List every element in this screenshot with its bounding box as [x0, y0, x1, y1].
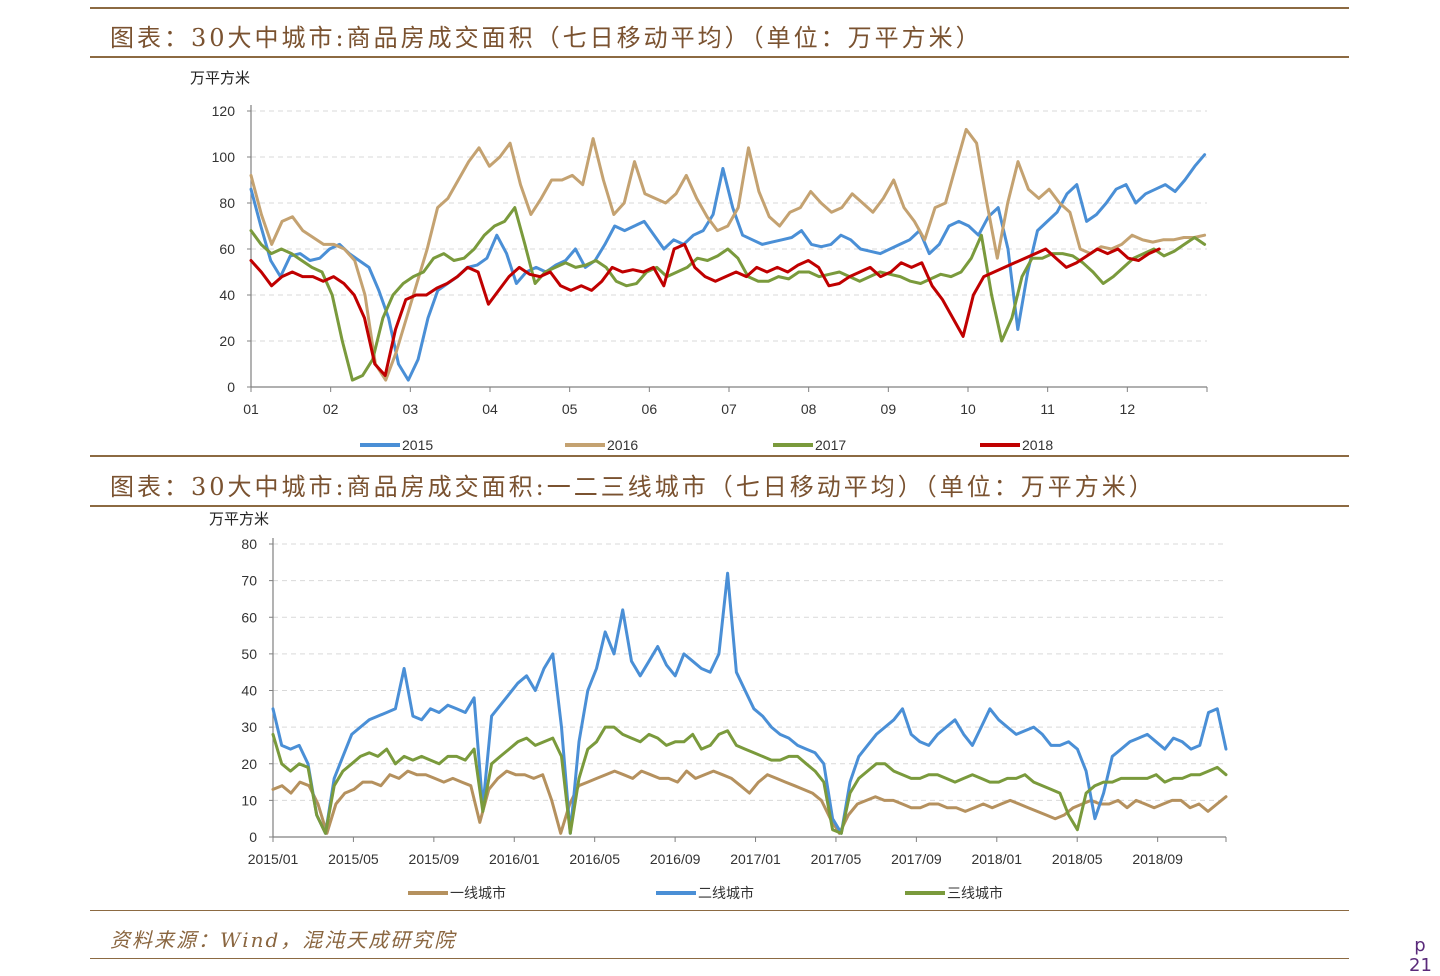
chart2-ytick-label: 50 [241, 646, 257, 662]
chart1-title-rule [90, 56, 1349, 58]
chart2-ytick-label: 30 [241, 719, 257, 735]
chart2-ytick-label: 80 [241, 536, 257, 552]
chart2-title-rule [90, 505, 1349, 507]
chart2-xtick-label: 2016/05 [569, 851, 620, 867]
source-note: 资料来源：Wind，混沌天成研究院 [110, 928, 457, 952]
bottom-rule [90, 958, 1349, 959]
chart1-xtick-label: 04 [482, 401, 498, 417]
chart1-xtick-label: 07 [721, 401, 737, 417]
chart2-xtick-label: 2018/05 [1052, 851, 1103, 867]
chart1-ytick-label: 20 [219, 333, 235, 349]
chart1-ytick-label: 0 [227, 379, 235, 395]
chart2-xtick-label: 2017/01 [730, 851, 781, 867]
chart2-series-line-3 [271, 725, 1228, 835]
chart1-series-line-3 [249, 206, 1207, 382]
chart2-ytick-label: 10 [241, 792, 257, 808]
chart1-legend-label-3: 2017 [815, 437, 846, 453]
chart1-xtick-label: 11 [1040, 401, 1055, 417]
middle-rule [90, 455, 1349, 457]
chart1-ylabel: 万平方米 [190, 69, 250, 87]
chart2-ytick-label: 40 [241, 683, 257, 699]
chart2-ylabel: 万平方米 [209, 510, 269, 528]
chart1-legend-label-2: 2016 [607, 437, 638, 453]
chart2-ytick-label: 0 [249, 829, 257, 845]
source-rule [90, 910, 1349, 911]
chart1-xtick-label: 05 [562, 401, 578, 417]
chart1-xtick-label: 12 [1120, 401, 1136, 417]
chart1-legend-label-4: 2018 [1022, 437, 1053, 453]
chart2-xtick-label: 2018/09 [1132, 851, 1183, 867]
chart1-xtick-label: 10 [960, 401, 976, 417]
page-number-top: p [1414, 935, 1426, 956]
chart2-ytick-label: 20 [241, 756, 257, 772]
chart2-xtick-label: 2017/09 [891, 851, 942, 867]
chart1-plot: 0 20 40 60 80 100 120 01 02 03 04 05 06 07 08 09 10 11 12 万… [190, 69, 1208, 453]
chart2-legend-label-3: 三线城市 [947, 885, 1003, 901]
chart1-xtick-label: 01 [243, 401, 259, 417]
chart2-plot: 0 10 20 30 40 50 60 70 80 2015/01 2015/05 2015/09 20… [209, 510, 1228, 901]
chart2-legend-label-1: 一线城市 [450, 885, 506, 901]
chart2-xtick-label: 2018/01 [971, 851, 1022, 867]
chart2-xtick-label: 2016/09 [650, 851, 701, 867]
chart1-series-line-2 [249, 127, 1207, 382]
chart1-ytick-label: 60 [219, 241, 235, 257]
chart2-xtick-label: 2015/05 [328, 851, 379, 867]
chart2-legend-label-2: 二线城市 [698, 885, 754, 901]
chart1-xtick-label: 03 [403, 401, 419, 417]
chart1-ytick-label: 40 [219, 287, 235, 303]
top-rule [90, 7, 1349, 9]
chart2-series-line-2 [271, 571, 1228, 835]
chart1-xtick-label: 08 [801, 401, 817, 417]
chart1-xtick-label: 02 [323, 401, 339, 417]
chart1-ytick-label: 80 [219, 195, 235, 211]
chart2-xtick-label: 2015/09 [409, 851, 460, 867]
chart2-title: 图表：30大中城市:商品房成交面积:一二三线城市（七日移动平均）（单位：万平方米… [110, 473, 1156, 501]
page-number: p 21 [1409, 935, 1432, 976]
chart2-xtick-label: 2016/01 [489, 851, 540, 867]
chart2-xtick-label: 2015/01 [248, 851, 299, 867]
chart1-xtick-label: 06 [642, 401, 658, 417]
chart1-series-line-1 [249, 153, 1207, 382]
chart1-xtick-label: 09 [881, 401, 897, 417]
chart2-ytick-label: 70 [241, 573, 257, 589]
chart1-series-line-4 [249, 242, 1161, 377]
chart2-xtick-label: 2017/05 [811, 851, 862, 867]
chart1-ytick-label: 100 [212, 149, 236, 165]
page-number-bottom: 21 [1409, 955, 1432, 976]
chart1-title: 图表：30大中城市:商品房成交面积（七日移动平均）（单位：万平方米） [110, 24, 983, 52]
chart1-ytick-label: 120 [212, 103, 236, 119]
chart2-ytick-label: 60 [241, 609, 257, 625]
chart1-legend-label-1: 2015 [402, 437, 433, 453]
